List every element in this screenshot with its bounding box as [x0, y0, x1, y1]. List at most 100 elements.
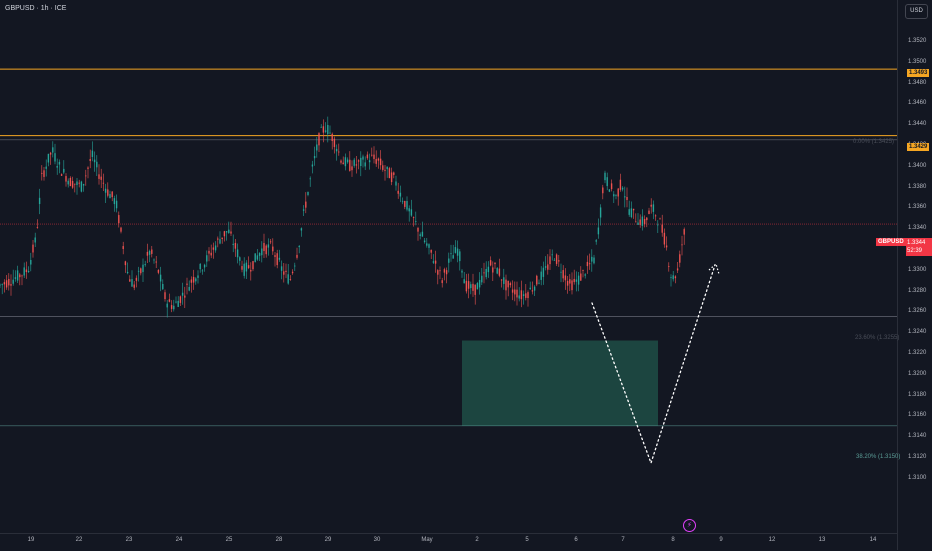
candle-body: [628, 209, 630, 215]
candle-body: [617, 188, 619, 197]
projection-path: [591, 264, 716, 465]
candle-body: [663, 232, 666, 245]
candle-body: [269, 241, 272, 243]
candle-body: [298, 245, 300, 248]
candle-body: [254, 253, 256, 263]
candle-body: [641, 216, 644, 226]
candle-body: [166, 303, 168, 308]
price-tick: 1.3120: [908, 454, 927, 460]
candle-body: [586, 261, 589, 267]
candle-body: [140, 268, 142, 274]
candle-body: [74, 183, 76, 185]
price-chart[interactable]: [0, 0, 897, 533]
candle-body: [313, 156, 316, 159]
time-label: 25: [225, 537, 233, 543]
candle-body: [426, 243, 428, 246]
candle-body: [373, 154, 375, 159]
candle-body: [401, 201, 404, 203]
candle-body: [461, 270, 463, 273]
candle-body: [503, 277, 505, 284]
candle-body: [377, 158, 380, 161]
candle-body: [287, 274, 289, 284]
candle-body: [47, 153, 50, 163]
candle-body: [630, 208, 633, 218]
candle-body: [32, 244, 34, 253]
candle-body: [179, 296, 182, 303]
target-zone: [462, 340, 658, 426]
time-axis[interactable]: [0, 533, 897, 551]
candle-body: [320, 126, 322, 128]
candle-body: [520, 290, 523, 300]
candle-body: [450, 253, 452, 255]
candle-body: [27, 270, 30, 273]
candle-body: [560, 271, 562, 273]
candle-body: [428, 244, 430, 248]
price-tick: 1.3140: [908, 433, 927, 440]
candle-body: [30, 259, 32, 265]
candle-body: [210, 252, 212, 256]
symbol-title[interactable]: GBPUSD · 1h · ICE: [5, 5, 67, 12]
price-tick: 1.3240: [908, 329, 927, 336]
candle-body: [610, 183, 613, 190]
candle-body: [168, 299, 171, 302]
candle-body: [208, 250, 210, 254]
price-tick: 1.3200: [908, 370, 927, 377]
candle-body: [481, 275, 483, 283]
time-label: May: [421, 537, 433, 543]
candle-body: [267, 244, 270, 248]
time-label: 30: [373, 537, 381, 543]
candle-body: [289, 279, 292, 280]
candle-body: [41, 172, 43, 174]
candle-body: [214, 245, 217, 251]
candle-body: [212, 247, 215, 250]
time-label: 24: [175, 537, 183, 543]
candle-body: [21, 275, 23, 277]
candle-body: [236, 249, 239, 258]
time-label: 8: [671, 537, 675, 543]
time-label: 22: [75, 537, 83, 543]
candle-body: [569, 279, 571, 284]
candle-body: [595, 240, 597, 242]
price-tick: 1.3260: [908, 308, 927, 315]
candle-body: [432, 261, 435, 263]
candle-body: [500, 279, 503, 281]
currency-button[interactable]: USD: [905, 4, 928, 19]
candle-body: [355, 164, 358, 166]
candle-body: [518, 295, 520, 299]
flash-icon[interactable]: ⚡: [683, 519, 696, 532]
candle-body: [408, 208, 410, 212]
price-tick: 1.3180: [908, 391, 927, 398]
candle-body: [452, 255, 454, 259]
candle-body: [280, 266, 283, 271]
candle-body: [544, 266, 547, 268]
chart-area[interactable]: [0, 0, 897, 533]
candle-body: [285, 270, 287, 272]
candle-body: [441, 280, 443, 284]
price-axis[interactable]: [897, 0, 932, 550]
candle-body: [584, 274, 586, 276]
candle-body: [637, 222, 639, 225]
current-price-label: 1.3344 52:39: [906, 238, 932, 256]
candle-body: [153, 259, 155, 261]
candle-body: [181, 292, 184, 296]
candle-body: [564, 275, 567, 281]
candle-body: [483, 272, 485, 274]
candle-body: [146, 251, 149, 256]
candle-body: [164, 292, 166, 300]
candle-body: [142, 264, 144, 273]
candle-body: [575, 279, 578, 282]
level-label-2: 1.3429: [907, 143, 930, 151]
price-tick: 1.3280: [908, 287, 927, 294]
candle-body: [362, 156, 364, 160]
candle-body: [470, 284, 472, 289]
candle-body: [0, 284, 1, 286]
time-label: 12: [768, 537, 776, 543]
candle-body: [175, 301, 177, 303]
candle-body: [555, 254, 558, 264]
candle-body: [525, 293, 527, 298]
candle-body: [443, 269, 446, 273]
candle-body: [597, 227, 600, 235]
candle-body: [357, 160, 360, 162]
candle-body: [615, 195, 617, 196]
candle-body: [71, 180, 74, 188]
